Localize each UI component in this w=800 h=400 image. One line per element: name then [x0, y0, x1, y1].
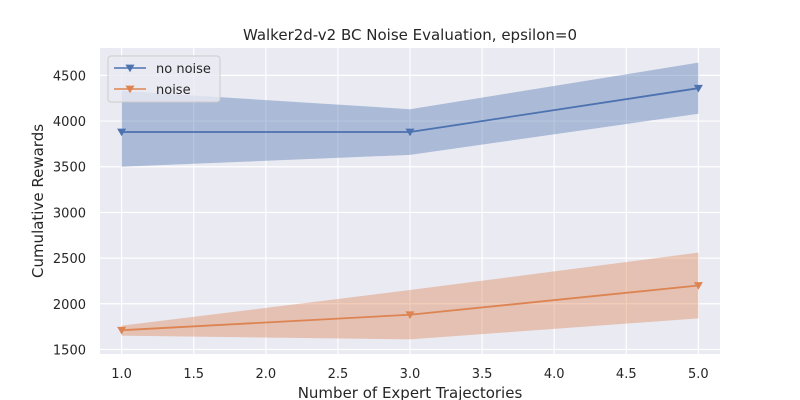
y-tick-label: 4500 — [53, 69, 86, 84]
x-tick-label: 4.0 — [544, 367, 565, 382]
confidence-bands — [121, 62, 699, 340]
y-tick-label: 3000 — [53, 206, 86, 221]
y-tick-label: 2500 — [53, 252, 86, 267]
legend-marker-no-noise — [125, 64, 135, 73]
x-tick-label: 3.0 — [400, 367, 421, 382]
y-tick-labels: 1500 2000 2500 3000 3500 4000 4500 — [53, 69, 86, 358]
y-tick-label: 4000 — [53, 115, 86, 130]
y-axis-label: Cumulative Rewards — [29, 124, 47, 278]
point-noise — [117, 326, 127, 335]
x-tick-label: 5.0 — [688, 367, 709, 382]
point-no-noise — [693, 84, 703, 93]
x-tick-label: 2.5 — [328, 367, 349, 382]
y-tick-label: 1500 — [53, 343, 86, 358]
series-markers — [117, 84, 703, 335]
band-noise — [121, 252, 699, 340]
legend: no noise noise — [107, 55, 221, 103]
x-axis-label: Number of Expert Trajectories — [298, 384, 523, 400]
point-no-noise — [405, 128, 415, 137]
legend-label-no-noise: no noise — [156, 62, 211, 77]
legend-label-noise: noise — [156, 83, 191, 98]
chart-title: Walker2d-v2 BC Noise Evaluation, epsilon… — [243, 26, 577, 44]
x-tick-label: 2.0 — [255, 367, 276, 382]
x-tick-labels: 1.0 1.5 2.0 2.5 3.0 3.5 4.0 4.5 5.0 — [111, 367, 708, 382]
x-tick-label: 1.5 — [183, 367, 204, 382]
legend-marker-noise — [125, 85, 135, 94]
x-tick-label: 1.0 — [111, 367, 132, 382]
y-tick-label: 3500 — [53, 161, 86, 176]
point-noise — [693, 282, 703, 290]
point-noise — [405, 311, 415, 319]
x-tick-label: 4.5 — [616, 367, 637, 382]
x-tick-label: 3.5 — [472, 367, 493, 382]
y-tick-label: 2000 — [53, 298, 86, 313]
point-no-noise — [117, 128, 127, 137]
band-no-noise — [121, 62, 699, 167]
